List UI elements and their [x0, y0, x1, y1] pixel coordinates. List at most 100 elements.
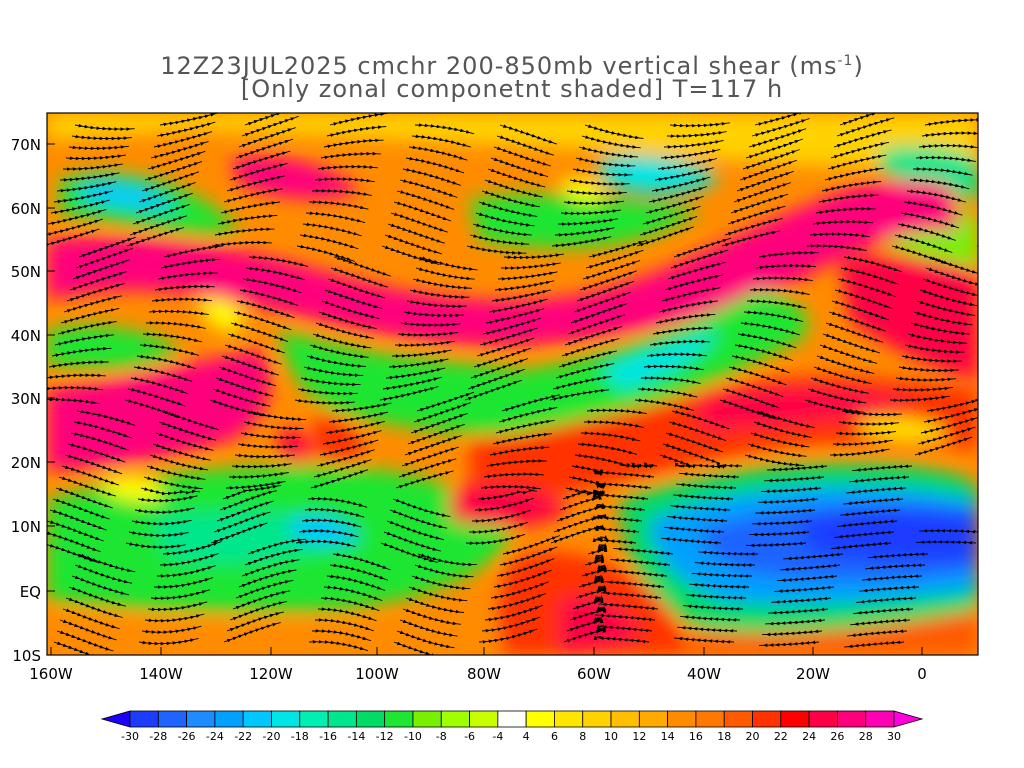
streamline — [566, 189, 627, 196]
streamline — [411, 134, 471, 148]
streamline — [385, 367, 446, 380]
streamline — [620, 462, 658, 470]
streamline — [57, 320, 117, 335]
streamline — [636, 226, 694, 247]
streamline — [469, 234, 530, 246]
streamline — [48, 360, 109, 369]
streamline — [661, 537, 722, 545]
streamline — [581, 564, 608, 577]
colorbar-tick-label: -26 — [178, 730, 196, 743]
streamline — [840, 508, 901, 517]
streamline — [563, 626, 607, 643]
streamline — [552, 375, 612, 390]
colorbar-tick-label: -16 — [319, 730, 337, 743]
lon-label: 120W — [249, 665, 293, 683]
lon-label: 60W — [577, 665, 611, 683]
streamline — [777, 574, 838, 582]
streamline — [847, 629, 908, 637]
streamline — [746, 541, 807, 548]
streamline — [154, 284, 215, 292]
streamline — [138, 637, 199, 646]
colorbar-box — [695, 710, 725, 728]
streamline — [308, 200, 369, 210]
streamline — [889, 395, 950, 403]
colorbar-arrow-left — [100, 710, 131, 728]
streamlines — [47, 113, 978, 655]
streamline — [768, 607, 829, 615]
colorbar-box — [667, 710, 697, 728]
streamline — [755, 508, 816, 515]
streamline — [821, 180, 882, 192]
streamline — [664, 526, 725, 534]
streamline — [54, 333, 115, 346]
colorbar-tick-label: 10 — [604, 730, 618, 743]
colorbar-tick-label: 12 — [632, 730, 646, 743]
streamline — [764, 475, 825, 483]
streamline — [574, 453, 630, 469]
colorbar-box — [497, 710, 527, 728]
streamline — [977, 388, 978, 389]
streamline — [646, 352, 707, 358]
streamline — [610, 558, 671, 567]
streamline — [388, 358, 449, 369]
streamline — [584, 553, 605, 566]
streamline — [613, 547, 674, 556]
streamline — [843, 497, 904, 506]
colorbar-box — [186, 710, 216, 728]
streamline — [210, 522, 268, 544]
streamline — [494, 280, 555, 292]
colorbar-tick-label: -8 — [436, 730, 447, 743]
streamline — [660, 148, 721, 160]
colorbar-tick-label: 26 — [830, 730, 844, 743]
streamline — [740, 321, 800, 336]
streamline — [60, 308, 120, 324]
streamline — [853, 607, 914, 615]
streamline — [666, 131, 727, 139]
streamline — [910, 322, 970, 336]
streamline — [305, 211, 366, 224]
colorbar-box — [271, 710, 301, 728]
streamline — [865, 563, 926, 570]
streamline — [593, 635, 650, 644]
streamline — [400, 321, 461, 327]
streamline — [774, 585, 835, 593]
streamline — [406, 300, 467, 309]
streamline — [478, 628, 538, 644]
lon-label: 80W — [467, 665, 501, 683]
colorbar-box — [440, 710, 470, 728]
streamline — [637, 387, 698, 398]
streamline — [686, 593, 747, 600]
streamline — [575, 584, 607, 599]
streamline — [761, 486, 822, 494]
streamline — [640, 376, 701, 384]
streamline — [689, 582, 749, 589]
colorbar-box — [808, 710, 838, 728]
streamline — [397, 331, 458, 337]
streamline — [849, 475, 910, 483]
colorbar-tick-label: 4 — [523, 730, 530, 743]
colorbar-box — [865, 710, 895, 728]
lat-label: 70N — [11, 136, 41, 154]
streamline — [234, 453, 295, 459]
streamline — [303, 366, 364, 378]
streamline — [924, 118, 978, 127]
streamline — [837, 519, 898, 528]
streamline — [131, 519, 192, 526]
streamline — [468, 521, 529, 534]
streamline — [329, 113, 389, 126]
streamline — [913, 167, 973, 176]
streamline — [472, 223, 532, 237]
streamline — [220, 201, 280, 214]
streamline — [223, 188, 283, 203]
streamline — [592, 535, 637, 545]
streamline — [320, 151, 381, 160]
streamline — [670, 504, 731, 512]
streamline — [297, 387, 358, 396]
chart-title-line1: 12Z23JUL2025 cmchr 200-850mb vertical sh… — [160, 52, 864, 80]
streamline — [65, 154, 126, 161]
streamline — [157, 565, 216, 578]
streamline — [151, 297, 212, 303]
streamline — [137, 495, 198, 503]
lat-label: 30N — [11, 390, 41, 408]
streamline — [294, 398, 355, 405]
